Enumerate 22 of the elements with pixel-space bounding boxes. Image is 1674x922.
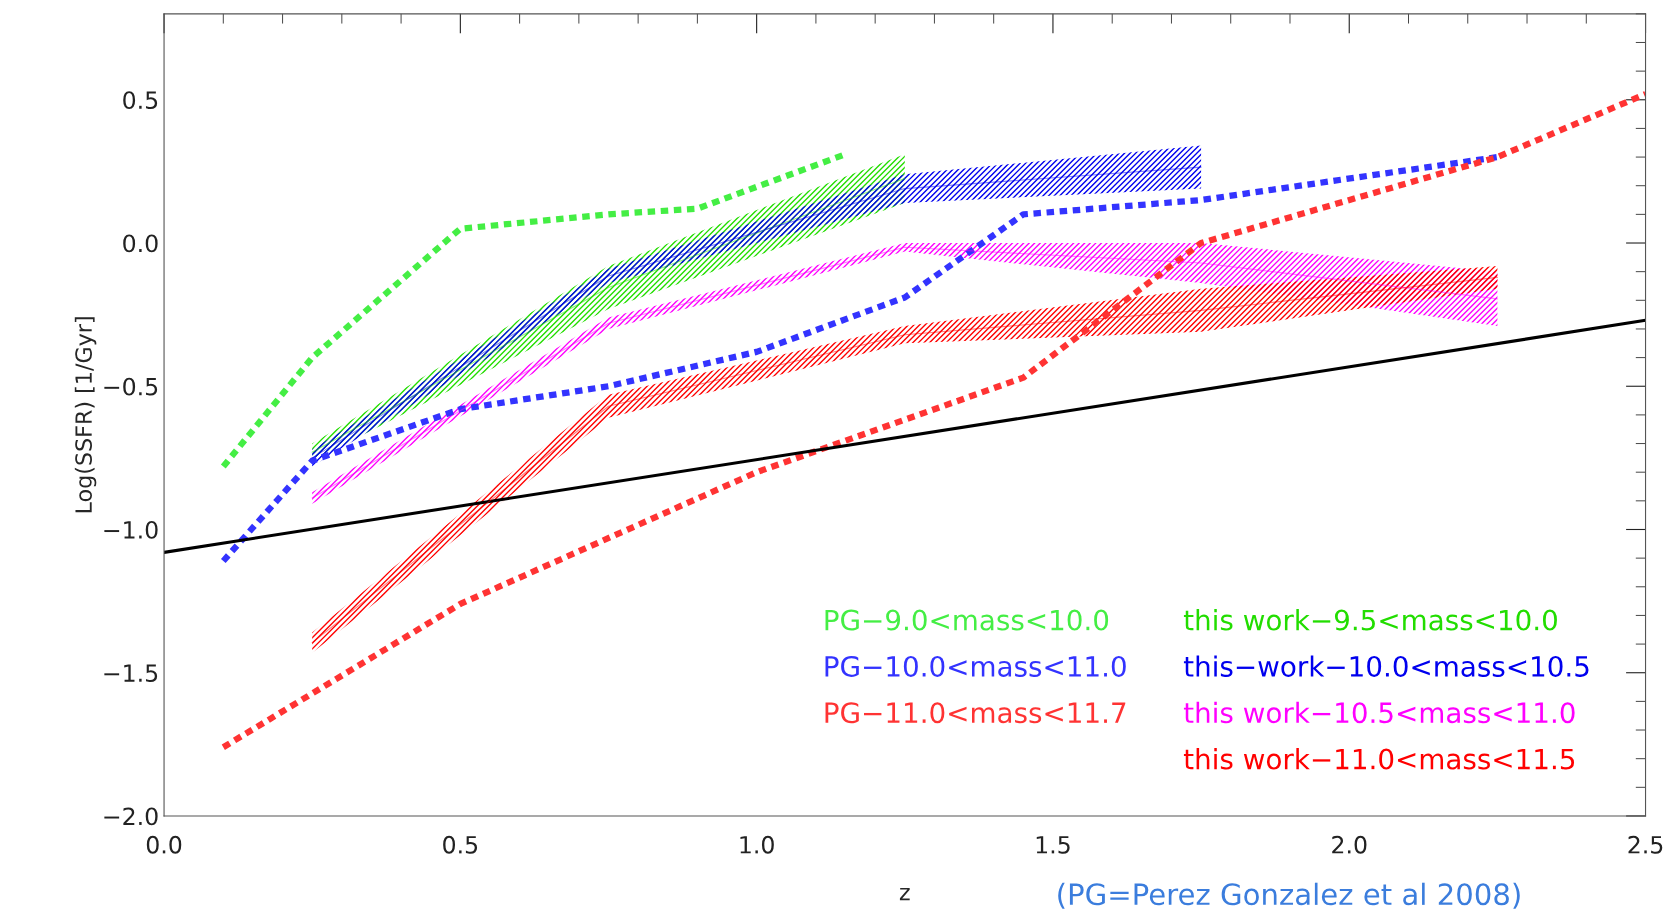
- y-tick-label: −2.0: [104, 807, 158, 826]
- y-tick-label: 0.0: [123, 234, 158, 253]
- x-tick-label: 2.5: [1628, 835, 1663, 854]
- text: PG−10.0<mass<11.0: [825, 655, 1126, 677]
- y-tick-label: −1.5: [104, 664, 158, 683]
- text: PG−9.0<mass<10.0: [825, 609, 1109, 631]
- x-tick-label: 0.5: [443, 835, 478, 854]
- x-axis-title: z: [899, 888, 910, 901]
- x-tick-label: 0.0: [146, 835, 182, 854]
- y-tick-label: 0.5: [123, 91, 158, 110]
- y-tick-label: −0.5: [104, 377, 158, 396]
- x-tick-label: 1.0: [740, 835, 774, 854]
- text: this work−11.0<mass<11.5: [1183, 748, 1575, 770]
- x-tick-label: 2.0: [1332, 835, 1367, 854]
- y-axis-title: Log(SSFR) [1/Gyr]: [74, 317, 97, 513]
- text: this work−10.5<mass<11.0: [1183, 701, 1575, 724]
- x-tick-label: 1.5: [1036, 836, 1070, 854]
- y-tick-label: −1.0: [104, 520, 158, 539]
- text: this−work−10.0<mass<10.5: [1183, 655, 1589, 677]
- text: (PG=Perez Gonzalez et al 2008): [1058, 882, 1520, 909]
- text: PG−11.0<mass<11.7: [825, 702, 1126, 724]
- text: this work−9.5<mass<10.0: [1183, 609, 1557, 631]
